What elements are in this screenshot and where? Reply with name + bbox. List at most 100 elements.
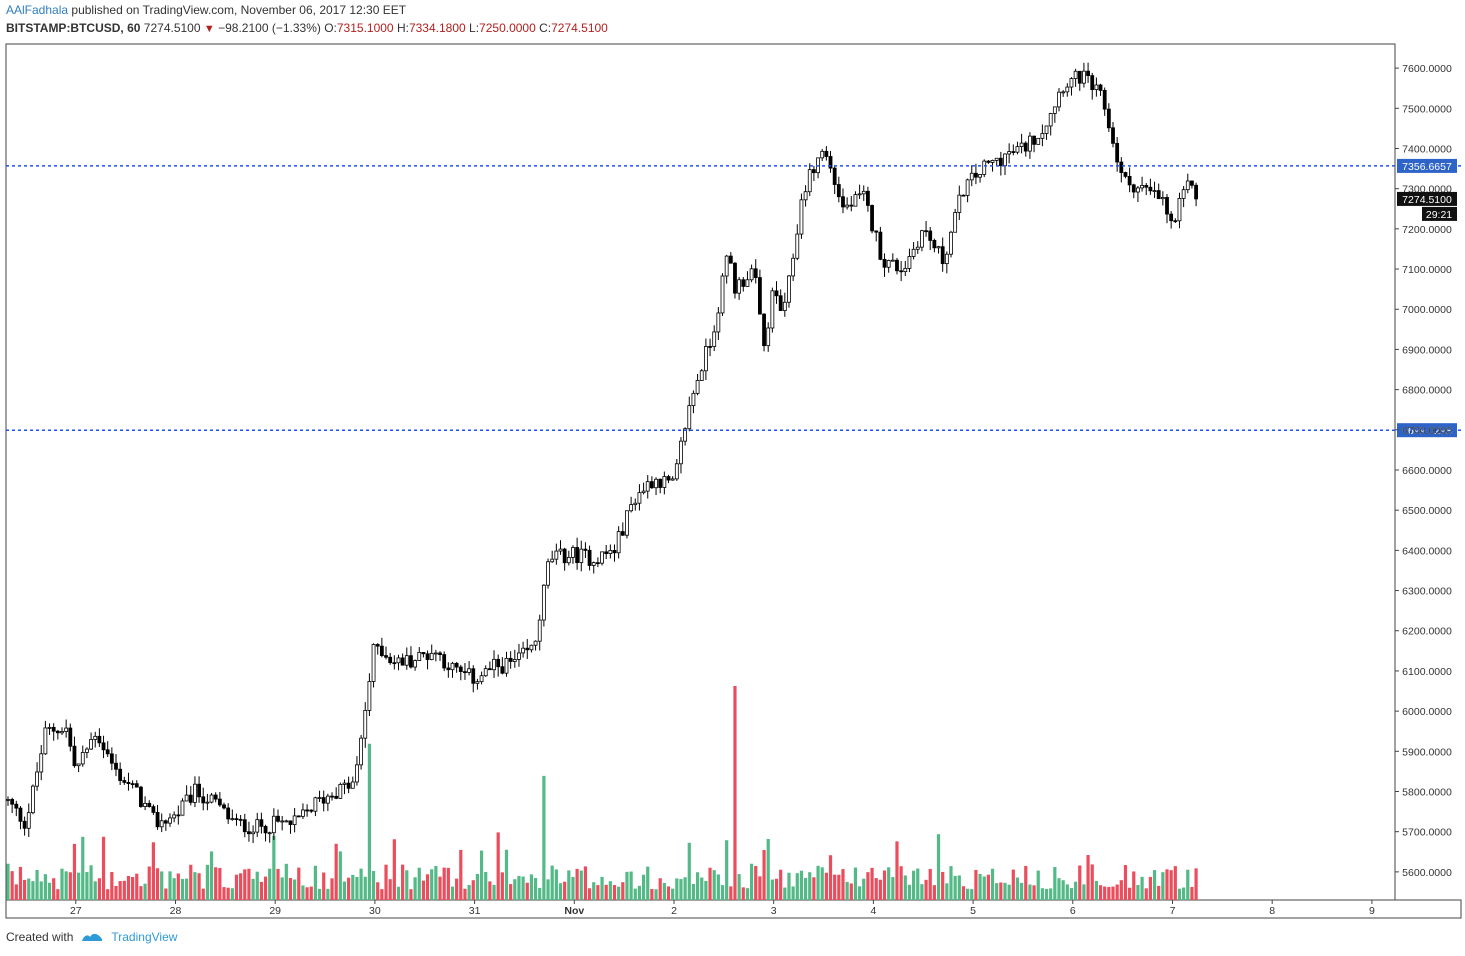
volume-bar: [89, 865, 93, 900]
candle-body: [205, 801, 210, 804]
volume-bar: [675, 878, 679, 900]
volume-bar: [982, 876, 986, 900]
volume-bar: [97, 878, 101, 900]
close-label: C:: [539, 21, 552, 35]
candle: [915, 241, 920, 254]
candle-body: [953, 212, 958, 233]
candle-body: [608, 550, 613, 554]
volume-bar: [737, 874, 741, 900]
candle: [479, 671, 484, 685]
candle-body: [866, 190, 870, 206]
y-tick-label: 7100.0000: [1402, 264, 1452, 276]
volume-bar: [31, 881, 35, 900]
candle-body: [367, 681, 372, 711]
volume-bar: [1061, 880, 1065, 900]
candle-body: [288, 820, 293, 825]
candle-body: [421, 652, 426, 655]
volume-bar: [421, 880, 426, 900]
candle-body: [1152, 190, 1157, 192]
candle: [109, 747, 114, 771]
candle: [924, 221, 928, 237]
volume-bar: [396, 886, 401, 900]
candle: [313, 796, 318, 817]
volume-bar: [317, 888, 322, 900]
close-value: 7274.5100: [551, 21, 608, 35]
volume-bar: [612, 885, 617, 900]
candle: [85, 747, 89, 759]
volume-bar: [567, 870, 571, 900]
volume-bar: [866, 872, 870, 900]
time-axis[interactable]: [5, 899, 1462, 919]
volume-bar: [1015, 877, 1020, 900]
candle-body: [517, 652, 521, 660]
tradingview-link[interactable]: TradingView: [111, 930, 178, 944]
candle-body: [974, 172, 978, 178]
low-label: L:: [469, 21, 480, 35]
volume-bar: [251, 878, 255, 900]
volume-bar: [882, 870, 887, 900]
candle-body: [1115, 142, 1120, 163]
volume-bar: [633, 888, 637, 900]
volume-bar: [853, 867, 858, 900]
candle-body: [695, 380, 700, 394]
candle-body: [986, 160, 991, 163]
y-tick-label: 6700.0000: [1402, 425, 1452, 437]
candle-body: [737, 279, 742, 294]
volume-bar: [1140, 876, 1144, 900]
candle: [604, 544, 609, 560]
volume-bar: [309, 886, 313, 900]
volume-bar: [820, 867, 824, 900]
candle: [920, 229, 924, 252]
candle: [371, 643, 376, 688]
down-arrow-icon: ▼: [203, 23, 215, 35]
candle: [429, 644, 434, 661]
candle: [10, 797, 15, 814]
candle: [247, 821, 251, 842]
author-link[interactable]: AAlFadhala: [6, 3, 69, 17]
candle: [433, 649, 438, 662]
candle-body: [404, 655, 409, 666]
volume-bar: [197, 873, 201, 900]
candle-body: [882, 258, 887, 268]
volume-bar: [654, 889, 658, 900]
candle-body: [438, 652, 442, 655]
candle: [824, 146, 829, 161]
volume-bar: [521, 876, 525, 900]
candle: [517, 643, 521, 667]
candle-body: [1023, 142, 1028, 152]
volume-bar: [563, 881, 567, 900]
volume-bar: [430, 869, 434, 900]
candle-body: [31, 785, 35, 814]
candle: [39, 745, 44, 781]
candle: [720, 273, 725, 316]
x-tick-label: 5: [970, 905, 976, 917]
volume-bar: [313, 865, 318, 900]
candle: [674, 459, 679, 481]
candle-body: [1065, 86, 1070, 93]
candle-body: [64, 727, 69, 732]
candle-body: [384, 655, 388, 658]
candle-body: [26, 812, 31, 829]
candle-body: [267, 832, 272, 835]
candle: [816, 157, 820, 179]
volume-bar: [1157, 885, 1161, 900]
candle: [47, 723, 52, 735]
candle: [1007, 143, 1012, 164]
volume-bar: [762, 850, 766, 900]
candle: [201, 787, 206, 811]
y-tick-label: 7600.0000: [1402, 63, 1452, 75]
candle: [1169, 211, 1174, 229]
candle: [163, 819, 168, 831]
candle: [982, 159, 987, 178]
candle: [1144, 183, 1149, 196]
candle: [998, 151, 1003, 176]
candle: [1040, 124, 1045, 147]
candle-body: [433, 652, 438, 655]
candle: [118, 762, 123, 785]
volume-bar: [1165, 869, 1169, 900]
candle-body: [429, 652, 434, 660]
candle: [600, 551, 604, 566]
volume-bar: [172, 878, 176, 900]
candle: [1185, 173, 1190, 194]
